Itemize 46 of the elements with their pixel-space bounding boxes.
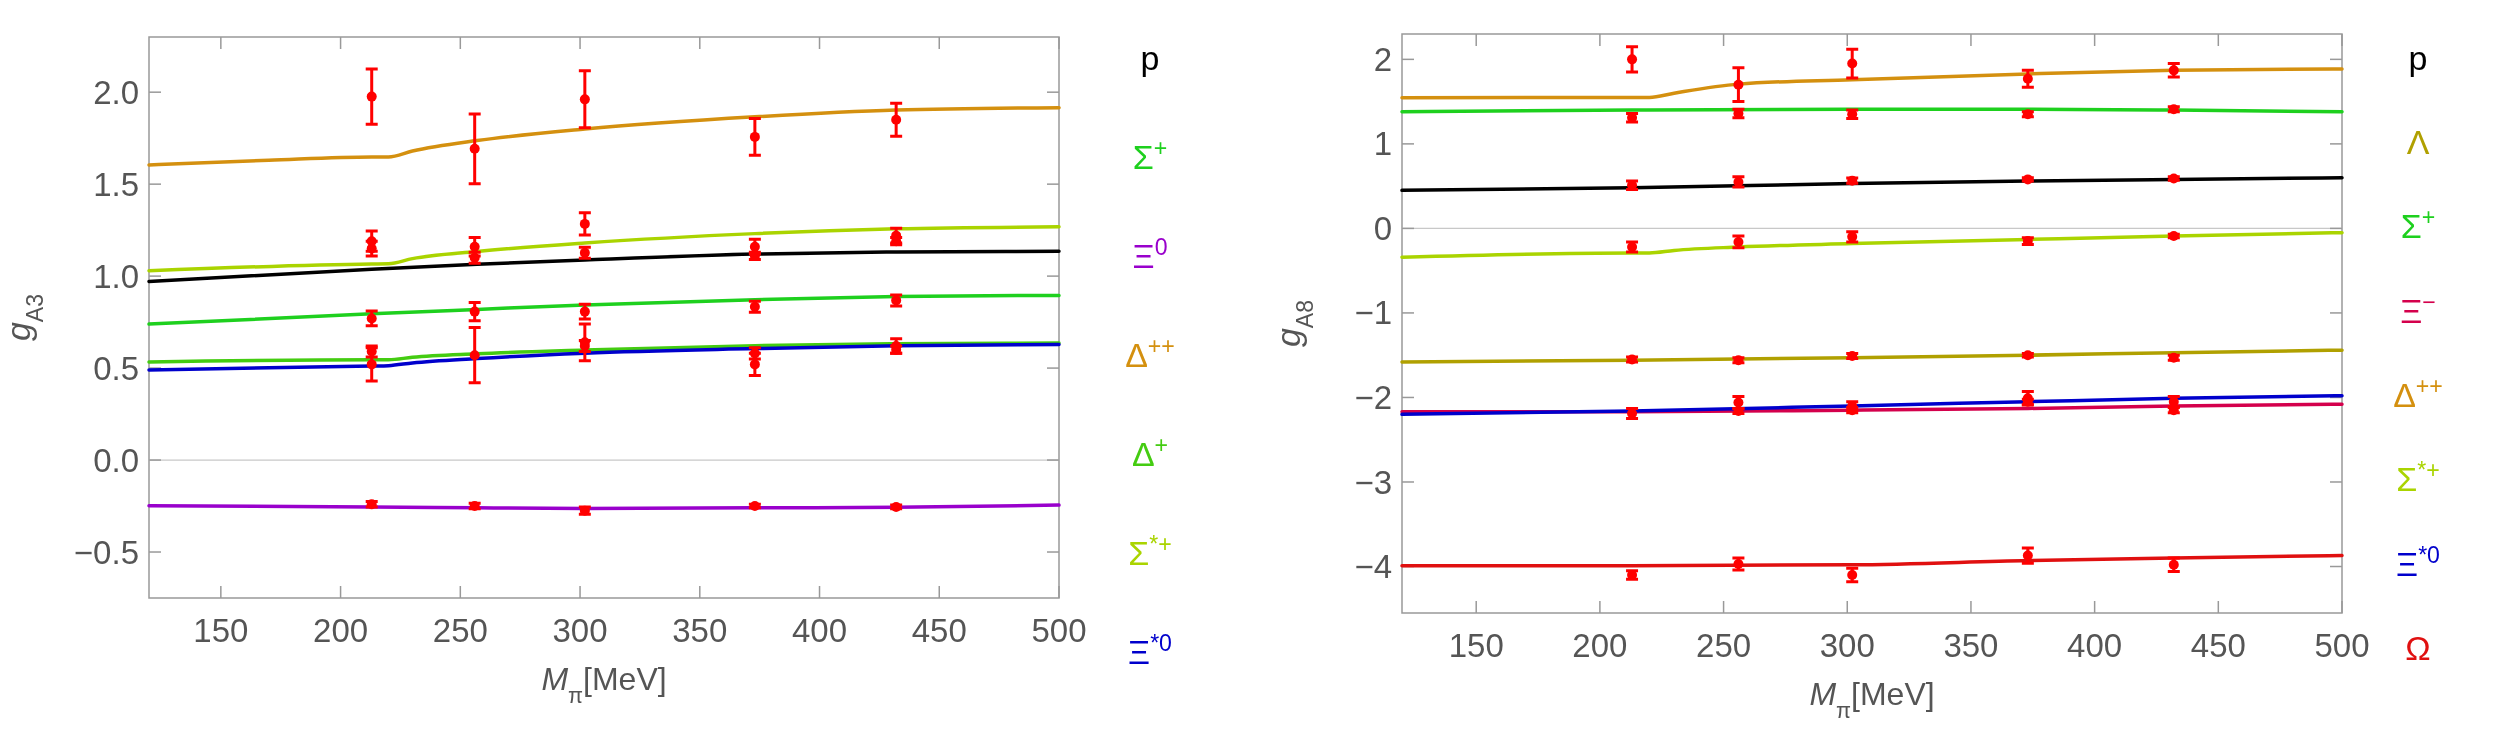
text: Ξ$^{0}$: [1132, 233, 1168, 275]
x-tick-label: 250: [1696, 627, 1752, 664]
x-tick-label: 150: [193, 612, 249, 649]
y-tick-label: −3: [1354, 463, 1392, 501]
x-tick-label: 350: [672, 612, 728, 649]
text: Σ$^{+}$: [2400, 204, 2436, 246]
text: Δ$^{++}$: [2393, 373, 2443, 415]
x-tick-label: 250: [432, 612, 488, 649]
text: Ξ$^{*0}$: [2396, 541, 2440, 583]
text: Ξ$^{*0}$: [1128, 629, 1172, 671]
y-tick-label: 1.0: [93, 257, 139, 295]
y-tick-label: −2: [1354, 379, 1392, 417]
text: p: [2408, 38, 2428, 77]
text: Ξ$^{−}$: [2400, 288, 2436, 330]
y-tick-label: 2: [1373, 40, 1392, 78]
y-tick-label: −1: [1354, 294, 1392, 332]
text: p: [1140, 38, 1160, 77]
x-tick-label: 500: [1031, 612, 1087, 649]
y-tick-label: −4: [1354, 548, 1392, 586]
x-axis-title: M$_{π}$[MeV]: [541, 661, 667, 708]
text: Σ$^{+}$: [1132, 134, 1168, 176]
x-tick-label: 450: [911, 612, 967, 649]
x-tick-label: 400: [2067, 627, 2123, 664]
x-tick-label: 350: [1943, 627, 1999, 664]
text: Σ$^{*+}$: [2396, 457, 2440, 499]
y-tick-label: 0.0: [93, 441, 139, 479]
x-tick-label: 400: [792, 612, 848, 649]
x-axis-title: M$_{π}$[MeV]: [1809, 676, 1935, 723]
x-tick-label: 500: [2314, 627, 2370, 664]
x-tick-label: 300: [1819, 627, 1875, 664]
text: Σ$^{*+}$: [1128, 530, 1172, 572]
y-tick-label: 1.5: [93, 165, 139, 203]
x-tick-label: 200: [313, 612, 369, 649]
y-tick-label: 0: [1373, 209, 1392, 247]
text: Ω: [2405, 628, 2431, 667]
x-tick-label: 150: [1448, 627, 1504, 664]
x-tick-label: 200: [1572, 627, 1628, 664]
text: Λ: [2406, 123, 2430, 162]
y-tick-label: 2.0: [93, 73, 139, 111]
x-tick-label: 450: [2190, 627, 2246, 664]
y-tick-label: 0.5: [93, 349, 139, 387]
y-tick-label: −0.5: [73, 533, 139, 571]
x-tick-label: 300: [552, 612, 608, 649]
y-tick-label: 1: [1373, 125, 1392, 163]
text: Δ$^{+}$: [1131, 431, 1169, 473]
text: Δ$^{++}$: [1125, 332, 1175, 374]
